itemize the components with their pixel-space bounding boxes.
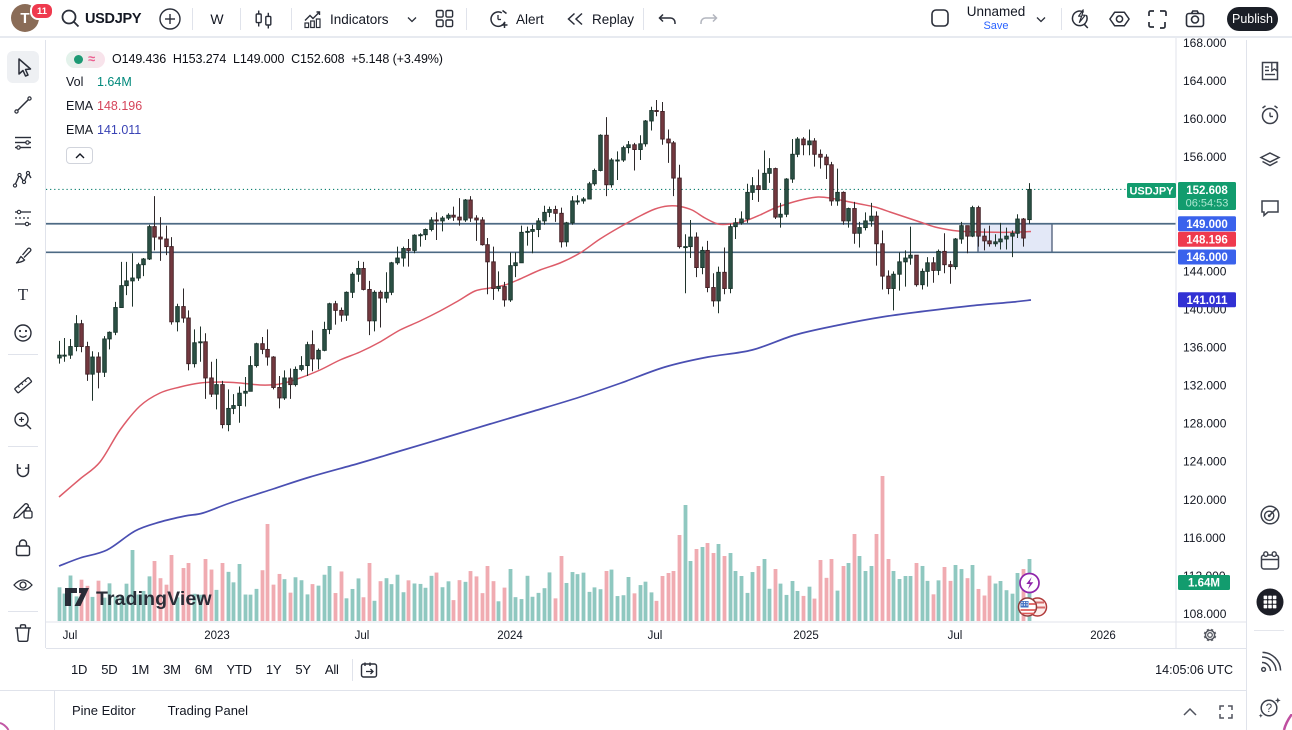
svg-text:136.000: 136.000 <box>1183 341 1227 355</box>
svg-text:T: T <box>18 285 29 304</box>
svg-text:108.000: 108.000 <box>1183 607 1227 621</box>
svg-text:144.000: 144.000 <box>1183 264 1227 278</box>
svg-text:1.64M: 1.64M <box>1188 578 1220 590</box>
svg-text:?: ? <box>1266 703 1272 715</box>
svg-text:141.011: 141.011 <box>1187 295 1229 307</box>
svg-text:160.000: 160.000 <box>1183 112 1227 126</box>
svg-text:120.000: 120.000 <box>1183 493 1227 507</box>
svg-text:Jul: Jul <box>63 630 78 642</box>
svg-text:149.000: 149.000 <box>1186 219 1228 231</box>
svg-text:164.000: 164.000 <box>1183 74 1227 88</box>
svg-text:TradingView: TradingView <box>96 588 212 610</box>
svg-text:USDJPY: USDJPY <box>1129 186 1174 198</box>
svg-text:148.196: 148.196 <box>1186 234 1228 246</box>
svg-text:2023: 2023 <box>204 630 230 642</box>
svg-text:132.000: 132.000 <box>1183 379 1227 393</box>
svg-text:116.000: 116.000 <box>1183 531 1226 545</box>
svg-text:124.000: 124.000 <box>1183 455 1227 469</box>
svg-text:2025: 2025 <box>793 630 819 642</box>
svg-text:2024: 2024 <box>497 630 523 642</box>
svg-text:146.000: 146.000 <box>1186 252 1228 264</box>
svg-text:Jul: Jul <box>648 630 663 642</box>
svg-text:06:54:53: 06:54:53 <box>1186 198 1229 210</box>
svg-text:168.000: 168.000 <box>1183 38 1227 50</box>
svg-text:2026: 2026 <box>1090 630 1116 642</box>
svg-text:Jul: Jul <box>355 630 370 642</box>
svg-text:152.608: 152.608 <box>1186 185 1228 197</box>
svg-text:156.000: 156.000 <box>1183 150 1227 164</box>
svg-text:Jul: Jul <box>948 630 963 642</box>
svg-text:128.000: 128.000 <box>1183 417 1227 431</box>
